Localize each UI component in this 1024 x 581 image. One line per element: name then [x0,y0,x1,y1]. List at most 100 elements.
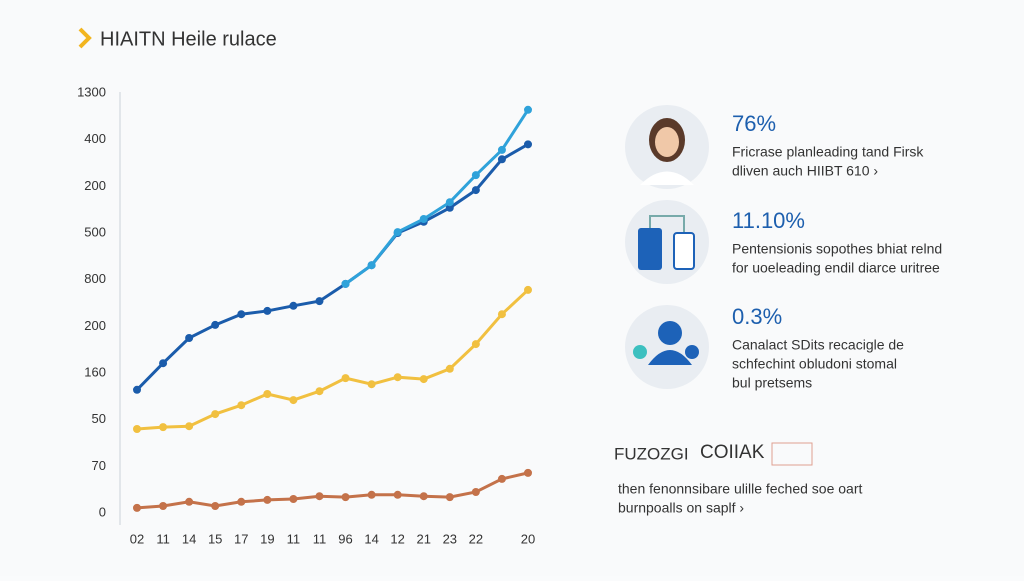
y-tick-label: 400 [84,131,106,146]
stat-text: dliven auch HIIBT 610 › [732,163,878,179]
x-tick-label: 22 [469,531,483,546]
point [497,310,506,319]
point [524,285,532,294]
point [341,374,350,383]
point [237,401,246,410]
point [263,390,272,398]
y-tick-label: 50 [92,411,106,426]
stat-value: 0.3% [732,304,782,329]
point [159,423,168,432]
point [315,492,324,501]
point [524,105,532,114]
y-tick-label: 0 [99,504,106,519]
x-tick-label: 14 [364,531,378,546]
point [524,140,532,149]
y-tick-label: 800 [84,271,106,286]
point [341,493,350,502]
point [211,320,220,329]
point [393,228,402,237]
y-tick-label: 200 [84,318,106,333]
x-tick-label: 11 [156,531,170,546]
stat-text: Fricrase planleading tand Firsk [732,144,924,160]
point [471,186,480,195]
point [445,364,454,373]
footer-badge [771,442,813,466]
stat-icon [625,105,709,189]
footer-brand: COIIAK [700,442,765,463]
point [497,474,506,483]
stat-icon [625,200,709,284]
point [289,396,298,405]
line [136,288,530,431]
point [133,503,141,512]
x-tick-label: 02 [130,531,144,546]
point [419,215,428,223]
point [159,502,168,510]
title-chevron [78,27,92,49]
x-tick-label: 21 [416,531,430,546]
point [315,387,324,396]
stat-value: 76% [732,111,776,136]
y-tick-label: 70 [92,458,106,473]
point [133,425,141,433]
point [367,490,376,499]
point [341,279,350,288]
point [471,488,480,496]
point [185,422,194,431]
point [419,375,428,384]
y-tick-label: 1300 [77,84,106,99]
point [471,340,480,349]
y-tick-label: 160 [84,364,106,379]
point [211,410,220,419]
y-tick-label: 200 [84,178,106,193]
point [315,297,324,306]
x-tick-label: 17 [234,531,248,546]
stat-text: for uoeleading endil diarce uritree [732,260,940,276]
x-tick-label: 19 [260,531,274,546]
point [497,155,506,164]
point [237,497,246,506]
point [471,171,480,180]
point [263,306,272,315]
point [419,492,428,501]
stat-value: 11.10% [732,208,805,233]
footer-text: burnpoalls on saplf › [618,500,744,516]
point [237,310,246,319]
point [524,468,532,477]
stat-text: schfechint obludoni stomal [732,356,897,372]
point [263,495,272,504]
x-tick-label: 11 [287,531,301,546]
stat-icon [625,305,709,389]
point [445,493,454,502]
point [185,497,194,506]
point [289,495,298,503]
x-tick-label: 96 [338,531,352,546]
point [211,502,220,510]
point [289,301,298,310]
stat-text: bul pretsems [732,375,812,391]
point [393,490,402,499]
line [344,108,530,286]
line [135,143,529,391]
point [133,385,141,394]
x-tick-label: 23 [443,531,457,546]
point [185,334,194,342]
x-tick-label: 15 [208,531,222,546]
footer-brand: FUZOZGI [614,444,689,463]
point [445,198,454,207]
point [159,359,168,368]
chart-title: HIAITN Heile rulace [100,28,277,50]
x-tick-label: 14 [182,531,196,546]
y-tick-label: 500 [84,224,106,239]
x-tick-label: 11 [313,531,327,546]
point [445,203,454,212]
stat-text: Pentensionis sopothes bhiat relnd [732,241,942,257]
point [367,380,376,389]
line [136,471,529,510]
point [367,261,376,270]
x-tick-label: 12 [390,531,404,546]
x-tick-label: 20 [521,531,535,546]
point [497,145,506,154]
